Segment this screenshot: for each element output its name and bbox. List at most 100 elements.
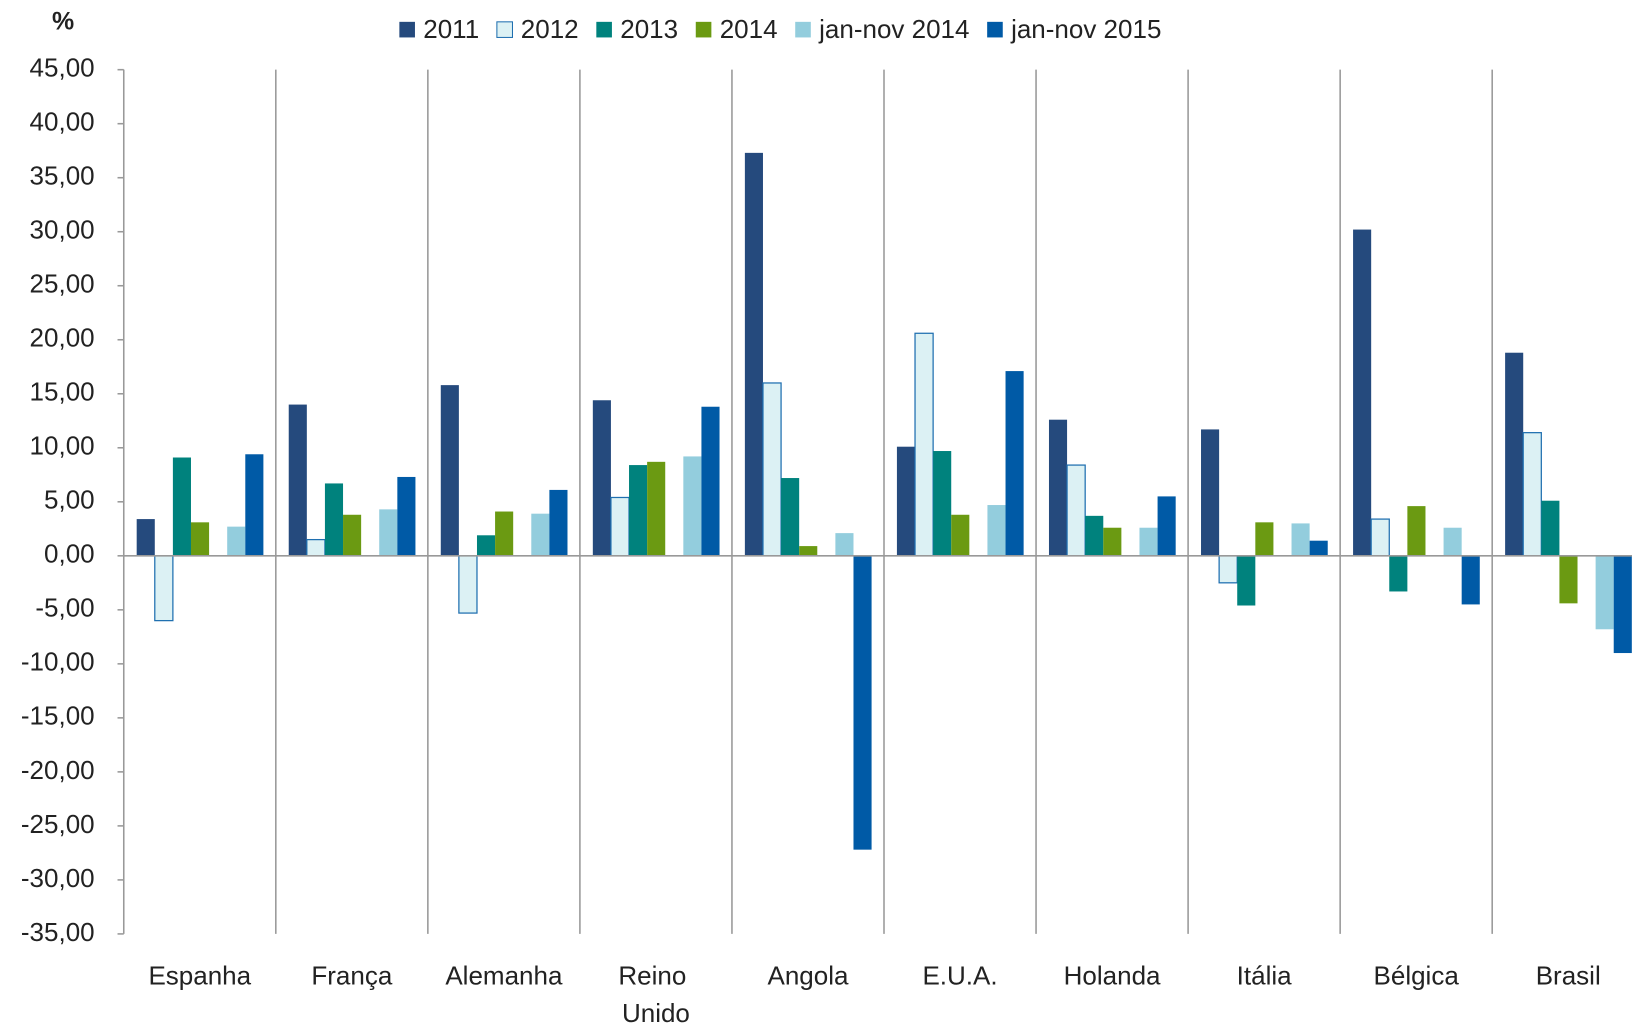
x-tick-label: Alemanha: [445, 960, 563, 990]
bar: [343, 514, 362, 556]
bar: [781, 478, 800, 556]
bar: [592, 400, 611, 556]
bar: [1005, 371, 1024, 556]
bar: [853, 555, 872, 850]
bar: [914, 332, 934, 557]
legend-label: jan-nov 2014: [818, 14, 969, 44]
bar: [1255, 522, 1274, 556]
bar: [1370, 518, 1390, 557]
bar: [744, 152, 763, 556]
legend-label: 2011: [423, 14, 479, 44]
x-tick-label: Reino Unido: [618, 960, 693, 1027]
bar: [440, 385, 459, 556]
bar: [933, 451, 952, 556]
y-tick-label: 5,00: [44, 485, 95, 515]
bar: [896, 446, 916, 556]
bar: [1522, 432, 1542, 557]
x-tick-label: Bélgica: [1374, 960, 1460, 990]
bar: [987, 505, 1006, 556]
bar: [647, 461, 666, 556]
bar: [1157, 496, 1176, 556]
bar: [1048, 419, 1068, 556]
bar: [1559, 555, 1578, 604]
bar: [1237, 555, 1256, 606]
bar: [1541, 500, 1560, 556]
y-tick-label: 35,00: [30, 161, 95, 191]
y-tick-label: 15,00: [30, 377, 95, 407]
bar: [495, 511, 514, 556]
bar: [136, 519, 155, 556]
bar: [458, 555, 478, 614]
y-tick-label: 45,00: [30, 53, 95, 83]
x-tick-label: Brasil: [1536, 960, 1601, 990]
legend-label: 2013: [620, 14, 678, 44]
bar: [397, 476, 416, 556]
plot-root: % -35,00 -30,00 -25,00 -20,00 -15,00 -10,00 -5…: [21, 7, 1632, 1028]
bar: [172, 457, 191, 556]
bar: [306, 538, 326, 557]
legend-swatch: [695, 21, 712, 38]
legend-label: jan-nov 2015: [1010, 14, 1161, 44]
y-tick-label: 20,00: [30, 323, 95, 353]
bar: [1353, 229, 1372, 556]
legend-label: 2014: [720, 14, 778, 44]
y-axis-label: %: [52, 7, 74, 35]
bar: [1309, 540, 1328, 556]
y-tick-label: -35,00: [21, 917, 95, 947]
bar: [610, 496, 630, 557]
bar: [531, 513, 550, 556]
bar: [154, 555, 174, 622]
bar: [629, 465, 648, 556]
bar: [288, 404, 307, 556]
bar: [324, 483, 344, 556]
bar: [1103, 527, 1122, 556]
x-tick-label: Holanda: [1064, 960, 1161, 990]
y-tick-label: -30,00: [21, 863, 95, 893]
bar: [701, 406, 720, 556]
legend-swatch: [987, 21, 1003, 38]
bar: [1443, 527, 1462, 556]
y-tick-label: -10,00: [21, 647, 95, 677]
bar: [227, 526, 246, 556]
legend-swatch: [399, 21, 415, 38]
bar: [476, 535, 496, 556]
bar: [1201, 429, 1220, 556]
bar: [1407, 506, 1426, 556]
x-tick-label: Espanha: [148, 960, 251, 990]
bar: [245, 454, 264, 556]
bar: [762, 382, 782, 557]
x-tick-label: França: [311, 960, 392, 990]
x-tick-label: Itália: [1237, 960, 1292, 990]
legend-swatch: [496, 21, 514, 38]
bar: [835, 533, 854, 556]
bar: [1066, 464, 1086, 557]
y-tick-label: 25,00: [30, 269, 95, 299]
y-tick-label: -25,00: [21, 809, 95, 839]
y-tick-label: 40,00: [30, 107, 95, 137]
bar: [1291, 523, 1310, 556]
y-tick-label: -20,00: [21, 755, 95, 785]
y-tick-label: 0,00: [44, 539, 95, 569]
bar: [1595, 555, 1614, 630]
legend-label: 2012: [521, 14, 579, 44]
bar: [379, 509, 398, 556]
x-tick-label: E.U.A.: [922, 960, 997, 990]
bar: [683, 456, 702, 556]
x-tick-label: Angola: [767, 960, 848, 990]
bar: [1505, 352, 1524, 556]
bar: [1139, 527, 1158, 556]
bar: [549, 489, 568, 556]
bar: [1389, 555, 1408, 592]
bar: [190, 522, 210, 556]
bar: [1218, 555, 1238, 584]
legend-swatch: [795, 21, 811, 38]
y-tick-label: 10,00: [30, 431, 95, 461]
bar: [951, 514, 970, 556]
bar: [1613, 555, 1632, 654]
legend-swatch: [596, 21, 612, 38]
y-tick-label: 30,00: [30, 215, 95, 245]
y-tick-label: -5,00: [35, 593, 94, 623]
bar: [1461, 555, 1480, 605]
y-tick-label: -15,00: [21, 701, 95, 731]
